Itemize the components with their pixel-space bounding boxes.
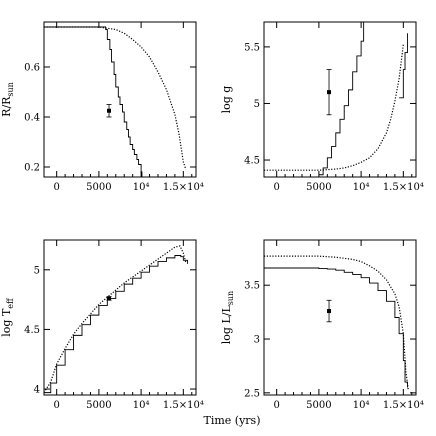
gravity-series-solid-line <box>399 33 409 99</box>
gravity-x-tick-label: 10⁴ <box>353 182 370 193</box>
radius-y-axis-label: R/Rsun <box>0 82 15 117</box>
temperature-x-tick-label: 10⁴ <box>133 400 150 411</box>
temperature-y-tick-label: 5 <box>34 265 40 276</box>
gravity-series-solid-line <box>318 22 365 176</box>
radius-series-solid-line <box>44 26 143 177</box>
radius-data-point <box>107 108 112 113</box>
temperature-y-axis-label: log Teff <box>0 297 15 337</box>
temperature-y-tick-label: 4.5 <box>24 325 40 336</box>
radius-y-tick-label: 0.4 <box>24 113 40 124</box>
radius-x-tick-label: 0 <box>53 182 59 193</box>
gravity-plot-frame <box>263 21 417 178</box>
luminosity-data-point <box>327 309 332 314</box>
luminosity-series-solid-line <box>264 267 409 388</box>
radius-panel: 0 5000 10⁴ 1.5×10⁴ 0.2 0.4 0.6 R/Rsun <box>0 21 204 193</box>
gravity-x-tick-label: 1.5×10⁴ <box>383 182 424 193</box>
temperature-series-solid-line <box>44 255 189 394</box>
temperature-panel: 0 5000 10⁴ 1.5×10⁴ 4 4.5 5 log Teff <box>0 239 204 411</box>
gravity-x-tick-label: 5000 <box>306 182 331 193</box>
radius-series-dotted-line <box>44 26 187 170</box>
temperature-x-tick-label: 1.5×10⁴ <box>163 400 204 411</box>
gravity-y-tick-label: 5.5 <box>244 42 260 53</box>
luminosity-x-tick-label: 1.5×10⁴ <box>383 400 424 411</box>
radius-y-tick-label: 0.2 <box>24 163 40 174</box>
temperature-y-tick-label: 4 <box>34 385 40 396</box>
luminosity-plot-frame <box>263 239 417 396</box>
gravity-x-tick-label: 0 <box>273 182 279 193</box>
gravity-series-dotted-line <box>264 44 404 171</box>
gravity-data-point <box>327 90 332 95</box>
radius-x-tick-label: 5000 <box>86 182 111 193</box>
luminosity-x-tick-label: 5000 <box>306 400 331 411</box>
radius-x-tick-label: 10⁴ <box>133 182 150 193</box>
luminosity-y-tick-label: 2.5 <box>244 388 260 399</box>
gravity-y-tick-label: 5 <box>254 99 260 110</box>
luminosity-x-tick-label: 0 <box>273 400 279 411</box>
luminosity-x-tick-label: 10⁴ <box>353 400 370 411</box>
temperature-x-tick-label: 5000 <box>86 400 111 411</box>
luminosity-y-tick-label: 3 <box>254 335 260 346</box>
radius-plot-frame <box>43 21 197 178</box>
radius-y-tick-label: 0.6 <box>24 63 40 74</box>
gravity-y-tick-label: 4.5 <box>244 156 260 167</box>
gravity-panel: 0 5000 10⁴ 1.5×10⁴ 4.5 5 5.5 log g <box>220 21 424 193</box>
temperature-data-point <box>107 296 112 301</box>
luminosity-panel: 0 5000 10⁴ 1.5×10⁴ 2.5 3 3.5 log L/Lsun <box>220 239 424 411</box>
luminosity-y-tick-label: 3.5 <box>244 281 260 292</box>
temperature-series-dotted-line <box>44 245 187 393</box>
gravity-y-axis-label: log g <box>220 86 233 114</box>
luminosity-series-dotted-line <box>264 255 409 391</box>
radius-x-tick-label: 1.5×10⁴ <box>163 182 204 193</box>
temperature-x-tick-label: 0 <box>53 400 59 411</box>
luminosity-y-axis-label: log L/Lsun <box>220 291 235 344</box>
x-axis-title: Time (yrs) <box>204 414 261 427</box>
temperature-plot-frame <box>43 239 197 396</box>
